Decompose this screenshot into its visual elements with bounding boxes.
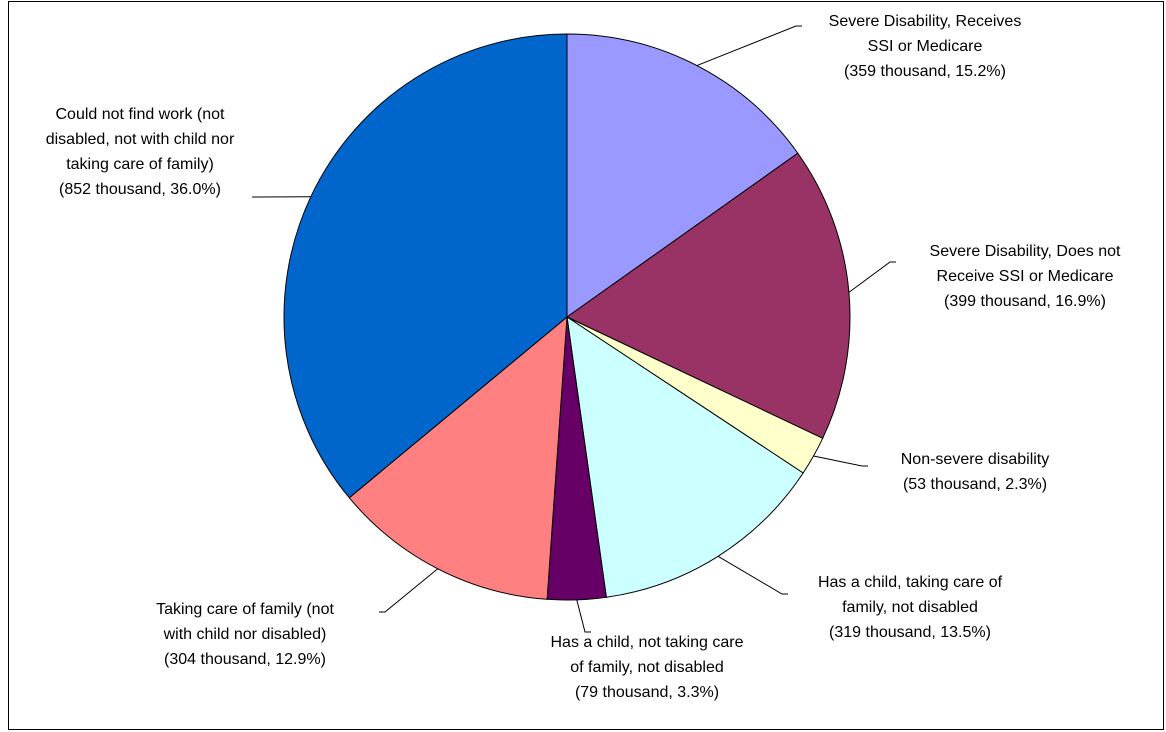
slice-label: of family, not disabled [570,659,724,676]
value-label: (53 thousand, 2.3%) [903,476,1047,493]
value-label: (304 thousand, 12.9%) [164,651,326,668]
leader-line [379,568,439,613]
leader-line [717,555,788,595]
leader-line [696,25,802,67]
value-label: (359 thousand, 15.2%) [844,63,1006,80]
slice-label: Has a child, not taking care [551,634,744,651]
leader-line [576,599,591,633]
slice-label: Severe Disability, Does not [930,243,1121,260]
slice-label: Taking care of family (not [156,601,334,618]
leader-line [813,455,868,467]
pie-slice [566,33,799,318]
value-label: (399 thousand, 16.9%) [944,293,1106,310]
leader-line [848,261,896,293]
slice-label: Severe Disability, Receives [829,13,1022,30]
pie-slice [283,33,568,499]
value-label: (79 thousand, 3.3%) [575,684,719,701]
slice-label: Could not find work (not [56,106,226,123]
slice-label: disabled, not with child nor [46,131,235,148]
value-label: (319 thousand, 13.5%) [829,624,991,641]
slice-label: Non-severe disability [901,451,1050,468]
slice-label: with child nor disabled) [163,626,327,643]
slice-label: Receive SSI or Medicare [937,268,1114,285]
slice-label: Has a child, taking care of [818,574,1003,591]
slice-label: family, not disabled [842,599,978,616]
slice-label: SSI or Medicare [868,38,983,55]
slice-label: taking care of family) [66,156,214,173]
value-label: (852 thousand, 36.0%) [59,181,221,198]
pie-slice [348,315,568,600]
